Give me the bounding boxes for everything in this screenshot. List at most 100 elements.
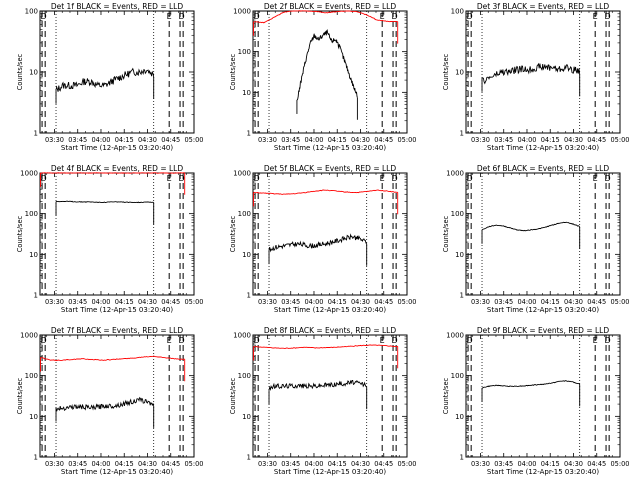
plot-frame bbox=[252, 172, 408, 296]
x-tick-label: 03:45 bbox=[68, 460, 87, 468]
x-axis-label: Start Time (12-Apr-15 03:20:40) bbox=[487, 306, 599, 314]
y-tick-label: 1 bbox=[460, 454, 464, 462]
y-tick-label: 100 bbox=[25, 372, 38, 380]
y-tick-label: 100 bbox=[238, 48, 251, 56]
x-tick-label: 03:30 bbox=[45, 460, 64, 468]
marker-label: E bbox=[380, 174, 385, 183]
y-axis-label: Counts/sec bbox=[16, 377, 24, 414]
marker-label: D bbox=[41, 12, 47, 21]
events-series bbox=[481, 62, 581, 85]
x-axis-label: Start Time (12-Apr-15 03:20:40) bbox=[61, 468, 173, 476]
x-tick-label: 05:00 bbox=[610, 136, 629, 144]
panel-det-6: Det 6f BLACK = Events, RED = LLD 1 10 100 10… bbox=[442, 164, 630, 314]
panel-title: Det 8f BLACK = Events, RED = LLD bbox=[264, 326, 397, 335]
marker-label: D bbox=[41, 336, 47, 345]
x-tick-label: 04:15 bbox=[541, 298, 560, 306]
y-tick-label: 10 bbox=[242, 251, 251, 259]
x-tick-label: 04:30 bbox=[138, 460, 157, 468]
x-tick-label: 04:45 bbox=[161, 136, 180, 144]
marker-label: D bbox=[605, 12, 611, 21]
y-tick-label: 10 bbox=[455, 69, 464, 77]
x-tick-label: 05:00 bbox=[184, 460, 203, 468]
y-tick-label: 100 bbox=[238, 372, 251, 380]
lld-series bbox=[40, 172, 185, 174]
marker-label: E bbox=[167, 174, 172, 183]
marker-label: D bbox=[392, 12, 398, 21]
x-tick-label: 04:30 bbox=[351, 136, 370, 144]
plot-frame bbox=[465, 334, 621, 458]
x-tick-label: 03:45 bbox=[494, 298, 513, 306]
y-tick-label: 100 bbox=[451, 8, 464, 16]
y-tick-label: 1 bbox=[247, 292, 251, 300]
x-tick-label: 04:30 bbox=[564, 136, 583, 144]
panel-title: Det 5f BLACK = Events, RED = LLD bbox=[264, 164, 397, 173]
marker-label: D bbox=[254, 12, 260, 21]
y-tick-label: 1000 bbox=[446, 170, 464, 178]
y-axis-label: Counts/sec bbox=[229, 215, 237, 252]
x-tick-label: 04:00 bbox=[304, 298, 323, 306]
y-tick-label: 10 bbox=[455, 413, 464, 421]
y-tick-label: 1 bbox=[247, 130, 251, 138]
x-axis-label: Start Time (12-Apr-15 03:20:40) bbox=[61, 144, 173, 152]
y-tick-label: 100 bbox=[451, 210, 464, 218]
x-tick-label: 04:00 bbox=[517, 298, 536, 306]
y-tick-label: 10 bbox=[29, 251, 38, 259]
y-tick-label: 1 bbox=[460, 130, 464, 138]
x-tick-label: 04:30 bbox=[138, 298, 157, 306]
x-tick-label: 03:30 bbox=[258, 298, 277, 306]
y-axis-label: Counts/sec bbox=[442, 215, 450, 252]
panel-title: Det 4f BLACK = Events, RED = LLD bbox=[51, 164, 184, 173]
x-tick-label: 04:00 bbox=[304, 460, 323, 468]
plot-frame bbox=[39, 172, 195, 296]
x-tick-label: 04:30 bbox=[564, 298, 583, 306]
panel-det-2: Det 2f BLACK = Events, RED = LLD 1 10 100 10… bbox=[229, 2, 417, 152]
marker-label: E bbox=[167, 336, 172, 345]
x-tick-label: 03:45 bbox=[281, 460, 300, 468]
y-tick-label: 100 bbox=[238, 210, 251, 218]
panel-title: Det 3f BLACK = Events, RED = LLD bbox=[477, 2, 610, 11]
x-tick-label: 04:45 bbox=[161, 298, 180, 306]
x-tick-label: 04:45 bbox=[161, 460, 180, 468]
x-tick-label: 04:00 bbox=[304, 136, 323, 144]
y-axis-label: Counts/sec bbox=[16, 53, 24, 90]
lld-series bbox=[253, 189, 398, 195]
x-tick-label: 03:30 bbox=[258, 136, 277, 144]
x-tick-label: 03:30 bbox=[471, 136, 490, 144]
panel-title: Det 2f BLACK = Events, RED = LLD bbox=[264, 2, 397, 11]
x-tick-label: 05:00 bbox=[184, 298, 203, 306]
events-series bbox=[55, 200, 154, 204]
x-tick-label: 04:45 bbox=[374, 136, 393, 144]
marker-label: D bbox=[41, 174, 47, 183]
x-tick-label: 04:45 bbox=[587, 298, 606, 306]
y-tick-label: 1 bbox=[247, 454, 251, 462]
marker-label: E bbox=[167, 12, 172, 21]
events-series bbox=[481, 380, 581, 389]
marker-label: D bbox=[254, 336, 260, 345]
x-tick-label: 05:00 bbox=[184, 136, 203, 144]
x-tick-label: 04:15 bbox=[328, 136, 347, 144]
lld-series bbox=[253, 344, 398, 349]
x-tick-label: 05:00 bbox=[397, 298, 416, 306]
x-tick-label: 03:45 bbox=[281, 298, 300, 306]
x-tick-label: 04:45 bbox=[587, 136, 606, 144]
x-tick-label: 04:15 bbox=[541, 460, 560, 468]
y-tick-label: 1000 bbox=[20, 170, 38, 178]
y-axis-label: Counts/sec bbox=[442, 377, 450, 414]
y-tick-label: 10 bbox=[242, 413, 251, 421]
x-tick-label: 04:00 bbox=[517, 460, 536, 468]
y-tick-label: 1000 bbox=[233, 170, 251, 178]
panel-det-7: Det 7f BLACK = Events, RED = LLD 1 10 100 10… bbox=[16, 326, 204, 476]
x-axis-label: Start Time (12-Apr-15 03:20:40) bbox=[487, 144, 599, 152]
x-tick-label: 03:30 bbox=[45, 298, 64, 306]
x-tick-label: 03:30 bbox=[45, 136, 64, 144]
marker-label: E bbox=[593, 174, 598, 183]
x-tick-label: 04:15 bbox=[115, 136, 134, 144]
x-axis-label: Start Time (12-Apr-15 03:20:40) bbox=[487, 468, 599, 476]
x-axis-label: Start Time (12-Apr-15 03:20:40) bbox=[274, 144, 386, 152]
marker-label: E bbox=[380, 336, 385, 345]
x-tick-label: 04:30 bbox=[138, 136, 157, 144]
y-axis-label: Counts/sec bbox=[16, 215, 24, 252]
x-tick-label: 04:45 bbox=[374, 460, 393, 468]
y-tick-label: 100 bbox=[451, 372, 464, 380]
